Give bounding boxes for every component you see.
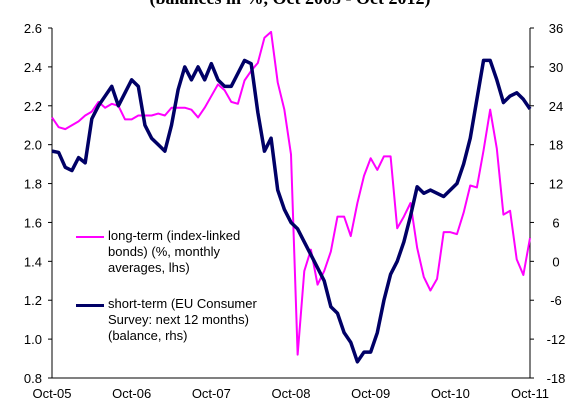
y-tick-label: 1.8 <box>24 177 42 192</box>
x-tick-label: Oct-10 <box>431 386 470 401</box>
y-tick-label: 1.0 <box>24 332 42 347</box>
y2-tick-label: 30 <box>549 60 563 75</box>
y-tick-label: 1.6 <box>24 215 42 230</box>
y-tick-label: 2.4 <box>24 60 42 75</box>
x-tick-label: Oct-09 <box>351 386 390 401</box>
y-tick-label: 0.8 <box>24 371 42 386</box>
y-tick-label: 1.4 <box>24 254 42 269</box>
y2-tick-label: -12 <box>547 332 566 347</box>
y-tick-label: 2.2 <box>24 99 42 114</box>
y-tick-label: 2.0 <box>24 138 42 153</box>
y2-tick-label: 12 <box>549 177 563 192</box>
x-tick-label: Oct-05 <box>32 386 71 401</box>
y2-tick-label: -6 <box>550 293 562 308</box>
y2-tick-label: 36 <box>549 21 563 36</box>
legend-swatch <box>76 236 104 238</box>
y2-tick-label: 6 <box>552 215 559 230</box>
x-tick-label: Oct-07 <box>192 386 231 401</box>
series-line <box>51 30 531 356</box>
legend-item: long-term (index-linked bonds) (%, month… <box>76 228 258 276</box>
y2-tick-label: 18 <box>549 138 563 153</box>
chart-title: (balances in %, Oct 2005 - Oct 2012) <box>150 0 431 9</box>
legend-label: short-term (EU Consumer Survey: next 12 … <box>108 296 257 343</box>
x-tick-label: Oct-08 <box>271 386 310 401</box>
x-tick-label: Oct-11 <box>511 386 549 401</box>
legend-swatch <box>76 304 104 307</box>
y-tick-label: 1.2 <box>24 293 42 308</box>
series-line <box>51 58 532 364</box>
legend-item: short-term (EU Consumer Survey: next 12 … <box>76 296 278 344</box>
y2-tick-label: 24 <box>549 99 563 114</box>
y2-tick-label: 0 <box>552 254 559 269</box>
legend-label: long-term (index-linked bonds) (%, month… <box>108 228 241 275</box>
y-tick-label: 2.6 <box>24 21 42 36</box>
y2-tick-label: -18 <box>547 371 566 386</box>
x-tick-label: Oct-06 <box>112 386 151 401</box>
